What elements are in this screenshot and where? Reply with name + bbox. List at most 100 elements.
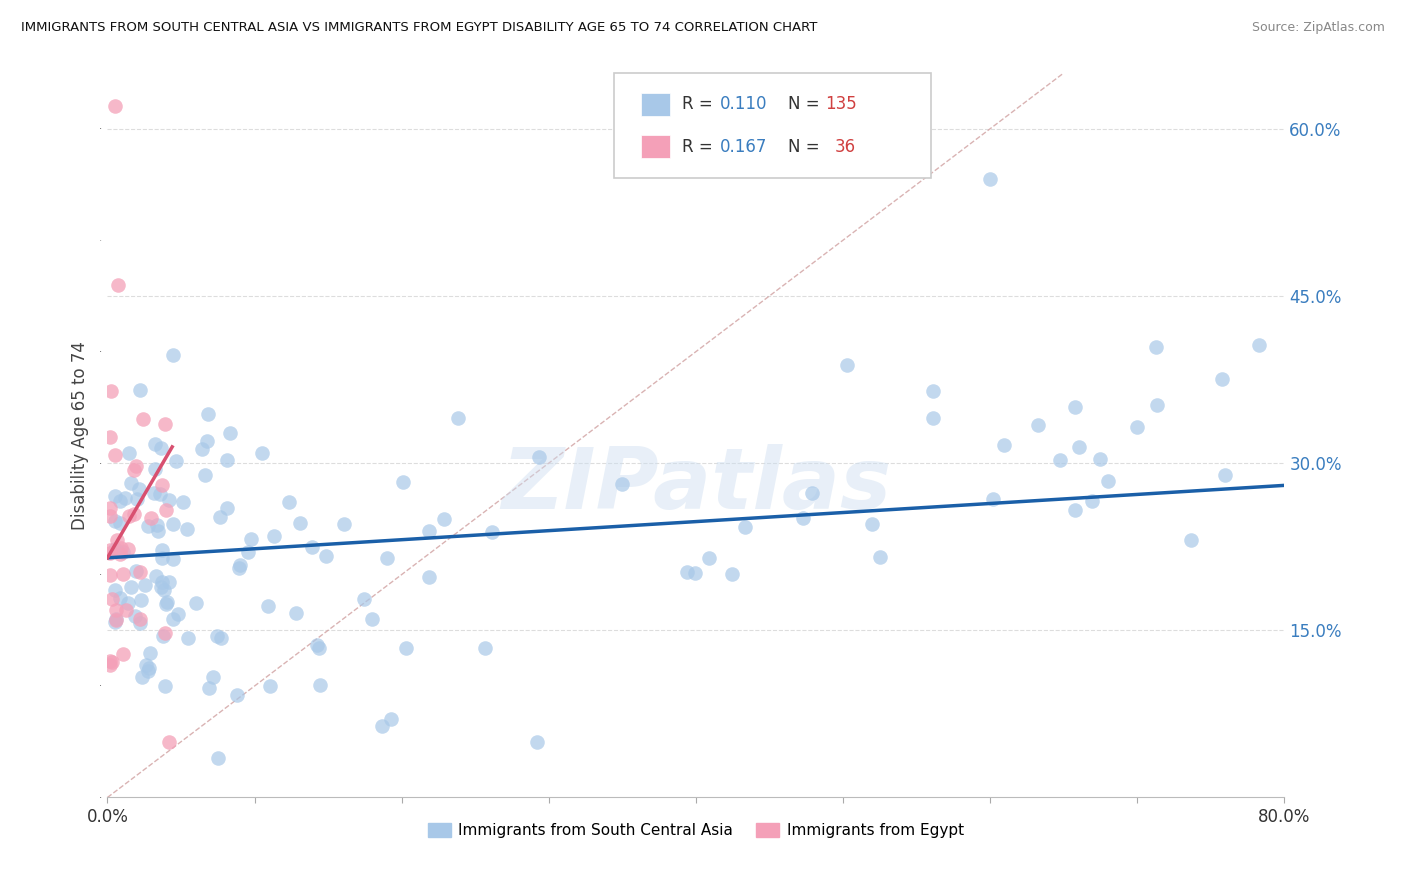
Point <box>120 475 142 490</box>
Point <box>219 426 242 441</box>
Text: R =: R = <box>682 138 718 156</box>
Point <box>104 603 127 617</box>
Point <box>979 172 1001 186</box>
Point <box>1064 401 1087 415</box>
Point <box>447 411 470 425</box>
Point <box>1144 340 1167 354</box>
Point <box>101 592 124 607</box>
Point <box>191 442 214 456</box>
Point <box>172 495 194 509</box>
Point <box>136 664 159 678</box>
Point <box>100 384 122 398</box>
Point <box>143 486 166 500</box>
Text: 0.167: 0.167 <box>720 138 766 156</box>
Point <box>157 735 180 749</box>
Point <box>153 679 176 693</box>
Text: Source: ZipAtlas.com: Source: ZipAtlas.com <box>1251 21 1385 34</box>
Point <box>153 626 176 640</box>
Point <box>1146 398 1168 412</box>
Legend: Immigrants from South Central Asia, Immigrants from Egypt: Immigrants from South Central Asia, Immi… <box>422 817 970 844</box>
Point <box>108 547 131 561</box>
Point <box>162 552 184 566</box>
Point <box>148 524 170 538</box>
Point <box>1126 420 1149 434</box>
Point <box>860 516 883 531</box>
Point <box>263 528 285 542</box>
Point <box>104 448 127 462</box>
Point <box>166 607 188 622</box>
Point <box>104 542 127 557</box>
Point <box>195 434 218 448</box>
Text: N =: N = <box>787 138 825 156</box>
Point <box>433 512 456 526</box>
Point <box>395 640 418 655</box>
Point <box>112 566 135 581</box>
Point <box>100 542 122 557</box>
Point <box>129 615 152 630</box>
Point <box>162 612 184 626</box>
Point <box>100 658 122 673</box>
Point <box>120 581 142 595</box>
Point <box>240 533 263 547</box>
Point <box>315 549 337 564</box>
Point <box>1213 468 1236 483</box>
Point <box>100 567 122 582</box>
Point <box>129 611 152 625</box>
Point <box>197 407 219 421</box>
Point <box>104 615 127 629</box>
Point <box>225 688 247 702</box>
Point <box>100 508 122 523</box>
Point <box>380 713 402 727</box>
Point <box>371 719 394 733</box>
Point <box>1064 503 1087 517</box>
Point <box>194 468 217 483</box>
Point <box>981 492 1004 507</box>
Point <box>209 631 232 645</box>
Point <box>1247 338 1270 352</box>
Point <box>118 508 141 523</box>
Point <box>107 277 129 292</box>
Point <box>288 516 311 530</box>
Point <box>149 487 172 501</box>
Point <box>308 678 330 692</box>
Point <box>128 565 150 579</box>
Point <box>143 461 166 475</box>
Point <box>869 549 891 564</box>
Point <box>145 569 167 583</box>
Point <box>1097 475 1119 489</box>
Point <box>149 580 172 594</box>
Point <box>418 524 440 538</box>
Point <box>143 437 166 451</box>
Point <box>105 533 128 548</box>
Point <box>101 655 124 669</box>
Point <box>153 417 176 431</box>
Point <box>993 438 1015 452</box>
Point <box>186 596 208 610</box>
Point <box>124 608 146 623</box>
Point <box>201 670 224 684</box>
Point <box>155 598 177 612</box>
Point <box>128 482 150 496</box>
Point <box>177 632 200 646</box>
Point <box>353 592 375 607</box>
Point <box>285 606 308 620</box>
Point <box>104 99 127 113</box>
Point <box>134 578 156 592</box>
Point <box>157 574 180 589</box>
Point <box>1067 440 1090 454</box>
Text: 0.110: 0.110 <box>720 95 768 113</box>
Point <box>122 507 145 521</box>
Point <box>207 751 229 765</box>
Point <box>131 670 153 684</box>
Point <box>118 446 141 460</box>
Point <box>100 430 122 444</box>
Point <box>136 519 159 533</box>
Point <box>150 478 173 492</box>
FancyBboxPatch shape <box>641 93 671 116</box>
Point <box>139 646 162 660</box>
Point <box>125 459 148 474</box>
Point <box>332 517 354 532</box>
Point <box>236 545 259 559</box>
Point <box>418 570 440 584</box>
Point <box>108 516 131 531</box>
